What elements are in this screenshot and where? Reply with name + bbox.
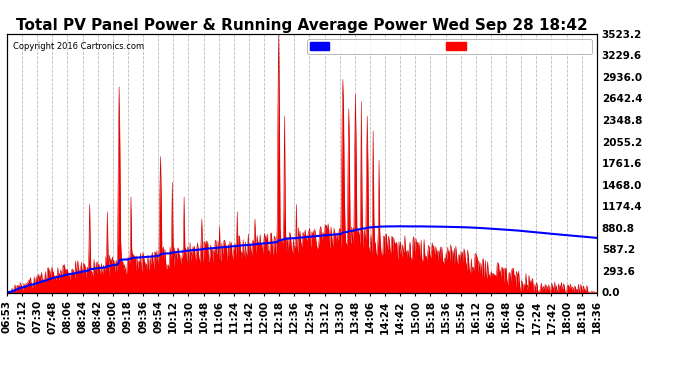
Title: Total PV Panel Power & Running Average Power Wed Sep 28 18:42: Total PV Panel Power & Running Average P… (16, 18, 588, 33)
Text: Copyright 2016 Cartronics.com: Copyright 2016 Cartronics.com (13, 42, 144, 51)
Legend: Average  (DC Watts), PV Panels  (DC Watts): Average (DC Watts), PV Panels (DC Watts) (306, 39, 592, 54)
